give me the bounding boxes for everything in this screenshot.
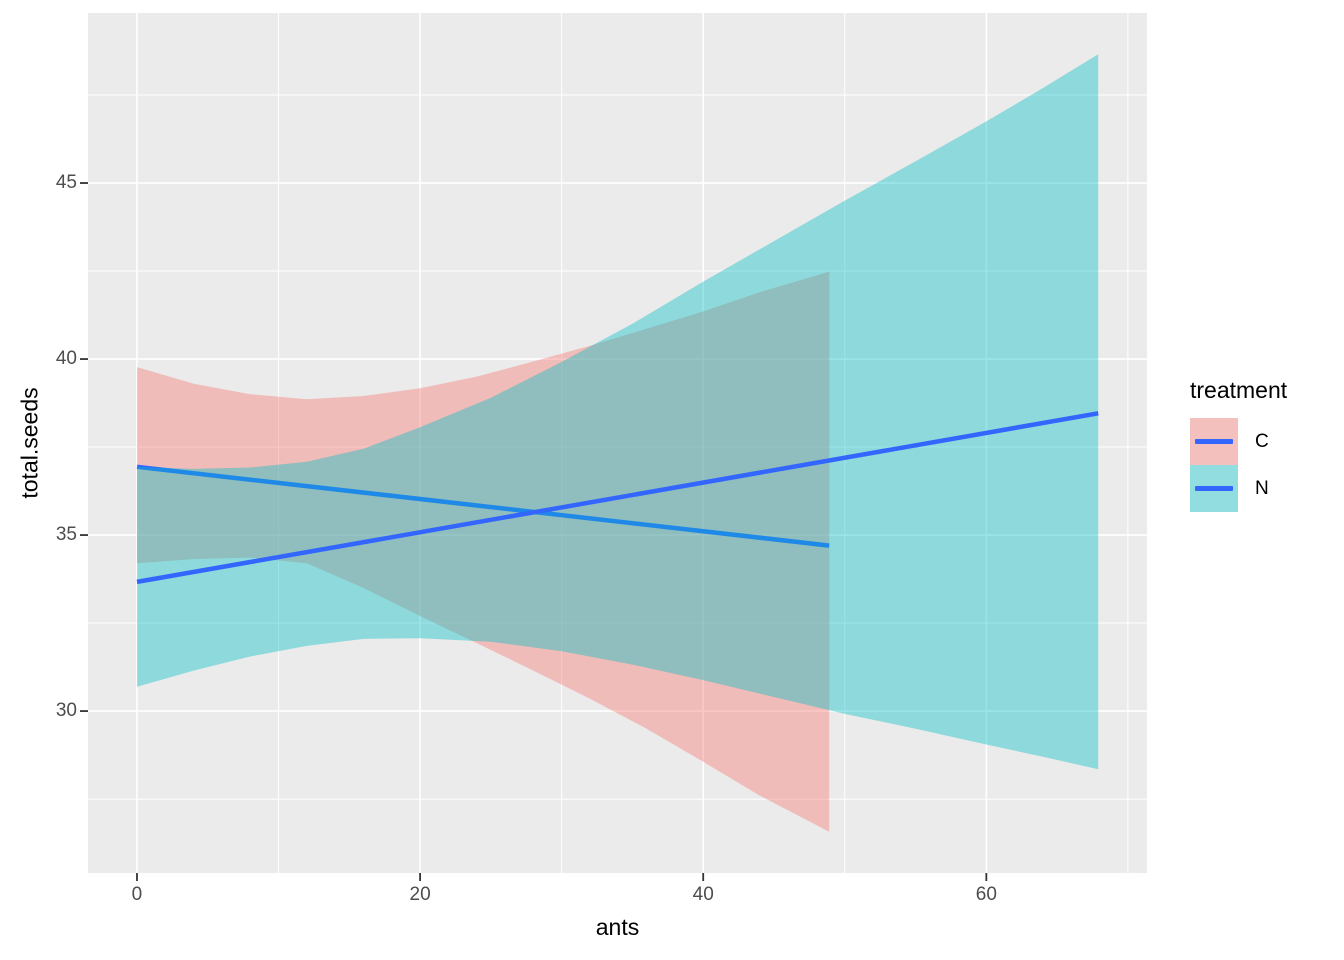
x-tick-label-60: 60 bbox=[975, 884, 997, 905]
axis-tick-marks bbox=[80, 182, 988, 881]
y-tick-label-35: 35 bbox=[55, 524, 77, 546]
legend-item-C: C bbox=[1190, 418, 1320, 465]
y-tick-label-30: 30 bbox=[55, 700, 77, 722]
legend-label-N: N bbox=[1255, 477, 1269, 499]
minor-gridlines bbox=[88, 13, 1147, 873]
y-tick-label-40: 40 bbox=[55, 348, 77, 370]
legend-swatch-N bbox=[1190, 465, 1238, 512]
confidence-ribbon-N bbox=[137, 54, 1099, 770]
major-gridlines bbox=[88, 13, 1147, 873]
legend-swatch-C bbox=[1190, 418, 1238, 465]
fit-line-C bbox=[136, 464, 830, 548]
panel-background bbox=[88, 13, 1147, 873]
x-tick-label-0: 0 bbox=[131, 884, 143, 905]
x-tick-label-40: 40 bbox=[692, 884, 714, 905]
y-axis-title-text: total.seeds bbox=[16, 387, 43, 499]
x-tick-label-20: 20 bbox=[409, 884, 431, 905]
legend-line-sample-C bbox=[1195, 439, 1233, 444]
legend-item-N: N bbox=[1190, 465, 1320, 512]
confidence-ribbon-C bbox=[137, 271, 830, 832]
legend-title: treatment bbox=[1190, 377, 1288, 403]
legend-label-C: C bbox=[1255, 430, 1269, 452]
legend-line-sample-N bbox=[1195, 486, 1233, 491]
series-layer bbox=[136, 54, 1099, 832]
x-axis-title: ants bbox=[595, 914, 640, 940]
fit-line-N bbox=[136, 411, 1099, 585]
y-tick-label-45: 45 bbox=[55, 172, 77, 194]
